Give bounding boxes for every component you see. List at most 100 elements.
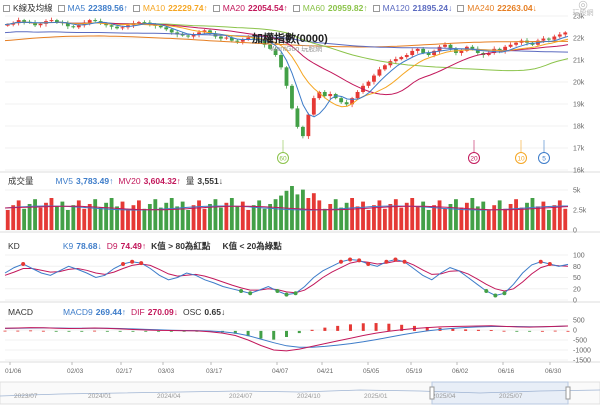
navigator-tick-label: 2025/07 bbox=[499, 393, 523, 400]
macd-osc-bar bbox=[67, 330, 71, 332]
volume-bar bbox=[475, 206, 480, 230]
checkbox-icon[interactable] bbox=[292, 4, 300, 12]
date-tick-label: 05/19 bbox=[406, 368, 423, 375]
volume-bar bbox=[388, 204, 393, 230]
volume-bar bbox=[525, 202, 529, 230]
macd-osc-bar bbox=[374, 323, 378, 331]
macd-osc-bar bbox=[336, 325, 340, 331]
ma-item-ma10[interactable]: MA10 22229.74↑ bbox=[132, 3, 208, 13]
candle-body bbox=[55, 20, 59, 23]
navigator-right-handle bbox=[565, 386, 571, 400]
kd-red-dot bbox=[384, 259, 389, 264]
volume-bar bbox=[213, 199, 218, 230]
volume-bar bbox=[164, 202, 169, 230]
candle-body bbox=[563, 32, 568, 35]
candle-body bbox=[49, 20, 54, 22]
candle-body bbox=[290, 85, 294, 109]
volume-bar bbox=[339, 207, 344, 230]
checkbox-icon[interactable] bbox=[3, 4, 10, 12]
candle-body bbox=[426, 52, 431, 56]
date-tick-label: 02/17 bbox=[116, 368, 133, 375]
volume-bar bbox=[55, 206, 59, 230]
ma-item-ma240[interactable]: MA240 22263.04↓ bbox=[457, 3, 537, 13]
kd-green-dot bbox=[502, 291, 507, 296]
volume-bar bbox=[519, 207, 524, 230]
volume-bar bbox=[350, 198, 355, 230]
volume-bar bbox=[432, 205, 436, 230]
macd-osc-bar bbox=[259, 330, 263, 339]
event-marker-circle bbox=[515, 152, 527, 164]
ma-label: MA60 bbox=[302, 3, 325, 13]
ma-item-ma5[interactable]: MA5 22389.56↑ bbox=[57, 3, 128, 13]
event-marker-circle bbox=[277, 152, 289, 164]
main-legend-label: K線及均線 bbox=[13, 3, 53, 13]
candle-body bbox=[120, 27, 125, 29]
volume-bar bbox=[454, 199, 458, 230]
navigator-tick-label: 2024/01 bbox=[88, 393, 112, 400]
kd-red-dot bbox=[357, 258, 362, 263]
candle-body bbox=[492, 48, 497, 53]
volume-legend-label: 成交量 bbox=[8, 176, 34, 186]
kd-value: 74.49↑ bbox=[120, 241, 147, 251]
volume-bar bbox=[393, 199, 398, 230]
kd-tick-label: 80 bbox=[573, 264, 581, 271]
kd-legend: KD K9 78.68↓ D9 74.49↑ K值 > 80為紅點 K值 < 20為綠… bbox=[0, 239, 287, 253]
ma-item-ma20[interactable]: MA20 22054.54↑ bbox=[212, 3, 288, 13]
volume-bar bbox=[366, 210, 371, 230]
mv20-line bbox=[4, 205, 569, 211]
volume-bar bbox=[443, 208, 447, 230]
price-tick-label: 21k bbox=[573, 58, 585, 65]
candle-body bbox=[432, 50, 436, 56]
candle-body bbox=[514, 42, 518, 45]
kd-green-dot bbox=[284, 292, 289, 297]
vol-item-mv20: MV20 3,604.32↑ bbox=[118, 175, 181, 187]
event-marker-label: 60 bbox=[279, 156, 287, 163]
kd-red-dot bbox=[348, 257, 353, 262]
candle-body bbox=[404, 55, 409, 58]
checkbox-icon[interactable] bbox=[57, 4, 65, 12]
candle-body bbox=[197, 32, 201, 35]
candle-body bbox=[229, 37, 234, 41]
checkbox-icon[interactable] bbox=[212, 4, 220, 12]
volume-bar bbox=[240, 201, 245, 230]
macd-osc-bar bbox=[348, 324, 352, 331]
chart-title: 加權指數(0000) bbox=[252, 33, 328, 45]
macd-osc-bar bbox=[553, 330, 557, 332]
ma-value: 22054.54↑ bbox=[248, 3, 288, 13]
checkbox-icon[interactable] bbox=[132, 4, 140, 12]
kd-red-dot bbox=[393, 257, 398, 262]
ma-item-ma60[interactable]: MA60 20959.82↑ bbox=[292, 3, 368, 13]
volume-bar bbox=[481, 201, 486, 230]
volume-bar bbox=[49, 198, 54, 230]
volume-bar bbox=[448, 204, 453, 230]
ma-value: 22389.56↑ bbox=[88, 3, 128, 13]
macd-osc-bar bbox=[80, 330, 84, 332]
ma-label: MA20 bbox=[222, 3, 245, 13]
checkbox-icon[interactable] bbox=[372, 4, 380, 12]
volume-bar bbox=[22, 208, 27, 230]
candle-body bbox=[486, 52, 491, 56]
macd-osc-bar bbox=[502, 330, 506, 332]
main-legend-item[interactable]: K線及均線 bbox=[3, 2, 53, 14]
volume-bar bbox=[11, 205, 16, 230]
ma-item-ma120[interactable]: MA120 21895.24↓ bbox=[372, 3, 452, 13]
ma-label: MA240 bbox=[467, 3, 495, 13]
price-legend: K線及均線 MA5 22389.56↑ MA10 22229.74↑ MA20 22054… bbox=[0, 1, 542, 15]
ma-value: 20959.82↑ bbox=[327, 3, 368, 13]
volume-bar bbox=[497, 200, 502, 230]
volume-bar bbox=[306, 198, 311, 230]
volume-bar bbox=[536, 206, 540, 230]
macd-osc-bar bbox=[451, 328, 455, 331]
macd-tick-label: -1500 bbox=[573, 358, 591, 365]
checkbox-icon[interactable] bbox=[457, 4, 465, 12]
price-tick-label: 19k bbox=[573, 102, 585, 109]
volume-bar bbox=[399, 207, 404, 230]
candle-body bbox=[552, 36, 557, 40]
volume-bar bbox=[158, 207, 163, 230]
candle-body bbox=[415, 48, 420, 51]
macd-dif-line bbox=[4, 325, 569, 352]
volume-bar bbox=[257, 200, 262, 230]
macd-osc-bar bbox=[387, 323, 391, 331]
